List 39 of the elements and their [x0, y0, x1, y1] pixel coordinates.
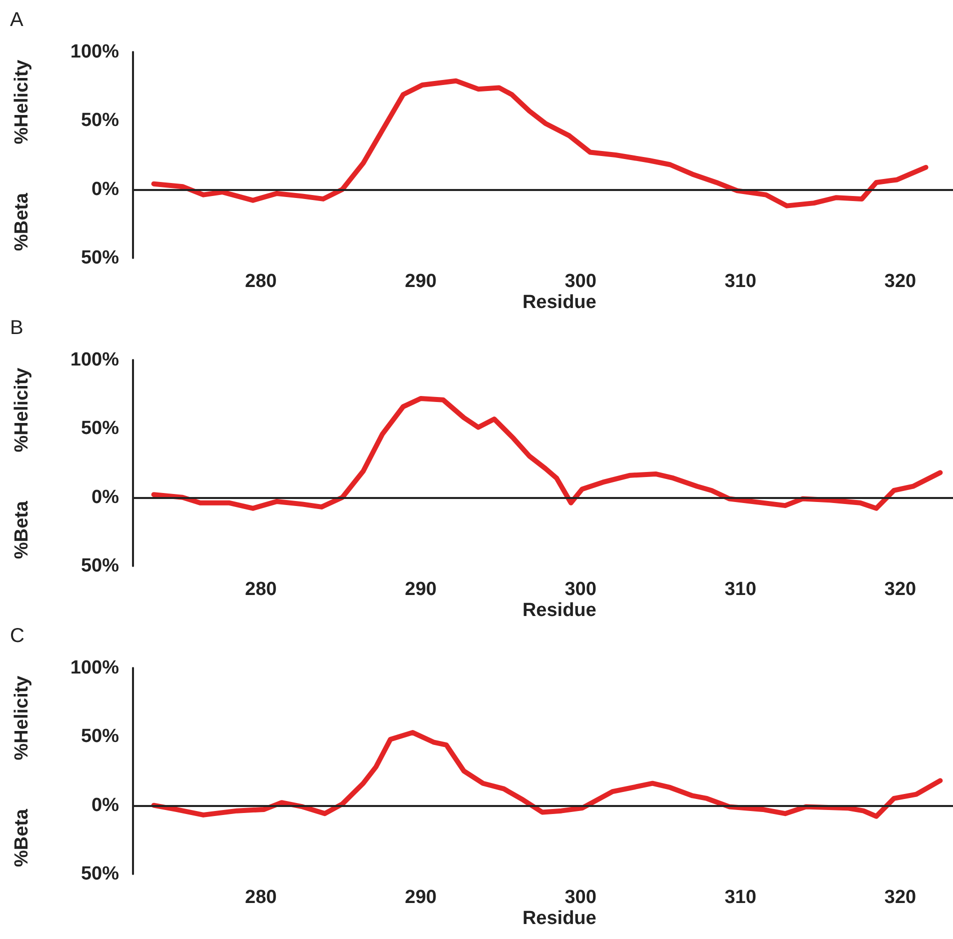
- x-tick-label: 280: [245, 579, 277, 600]
- x-tick-label: 310: [724, 887, 756, 908]
- y-tick-label: 50%: [80, 556, 120, 576]
- x-tick-label: 280: [245, 887, 277, 908]
- y-tick-label: 50%: [80, 248, 120, 268]
- y-tick-label: 0%: [92, 794, 120, 816]
- x-tick-label: 310: [724, 271, 756, 292]
- x-tick-label: 320: [884, 887, 916, 908]
- x-tick-label: 280: [245, 271, 277, 292]
- x-tick-label: 320: [884, 579, 916, 600]
- y-tick-label: 50%: [80, 864, 120, 884]
- y-tick-label: 50%: [80, 726, 120, 748]
- y-axis-title: %Helicity: [12, 367, 32, 452]
- y-tick-label: 100%: [70, 42, 120, 62]
- x-tick-label: 290: [404, 271, 437, 292]
- y-tick-label: 100%: [70, 658, 120, 678]
- x-axis-title: Residue: [522, 292, 596, 313]
- x-tick-label: 300: [564, 271, 596, 292]
- text: %Beta: [12, 500, 32, 560]
- y-axis-title: %Helicity: [12, 675, 32, 760]
- x-tick-label: 290: [404, 579, 437, 600]
- x-tick-label: 310: [724, 579, 756, 600]
- text: %Beta: [12, 808, 32, 868]
- x-axis-title: Residue: [522, 908, 596, 929]
- x-tick-label: 320: [884, 271, 916, 292]
- x-tick-label: 300: [564, 579, 596, 600]
- chart-title: C: [10, 625, 24, 647]
- x-tick-label: 290: [404, 887, 437, 908]
- chart-title: A: [10, 9, 24, 31]
- text: %Beta: [12, 192, 32, 252]
- chart-title: B: [10, 317, 24, 339]
- x-tick-label: 300: [564, 887, 596, 908]
- y-tick-label: 50%: [80, 418, 120, 440]
- y-tick-label: 100%: [70, 350, 120, 370]
- y-tick-label: 0%: [92, 486, 120, 508]
- y-axis-title: %Helicity: [12, 59, 32, 144]
- y-tick-label: 50%: [80, 110, 120, 132]
- y-tick-label: 0%: [92, 178, 120, 200]
- x-axis-title: Residue: [522, 600, 596, 621]
